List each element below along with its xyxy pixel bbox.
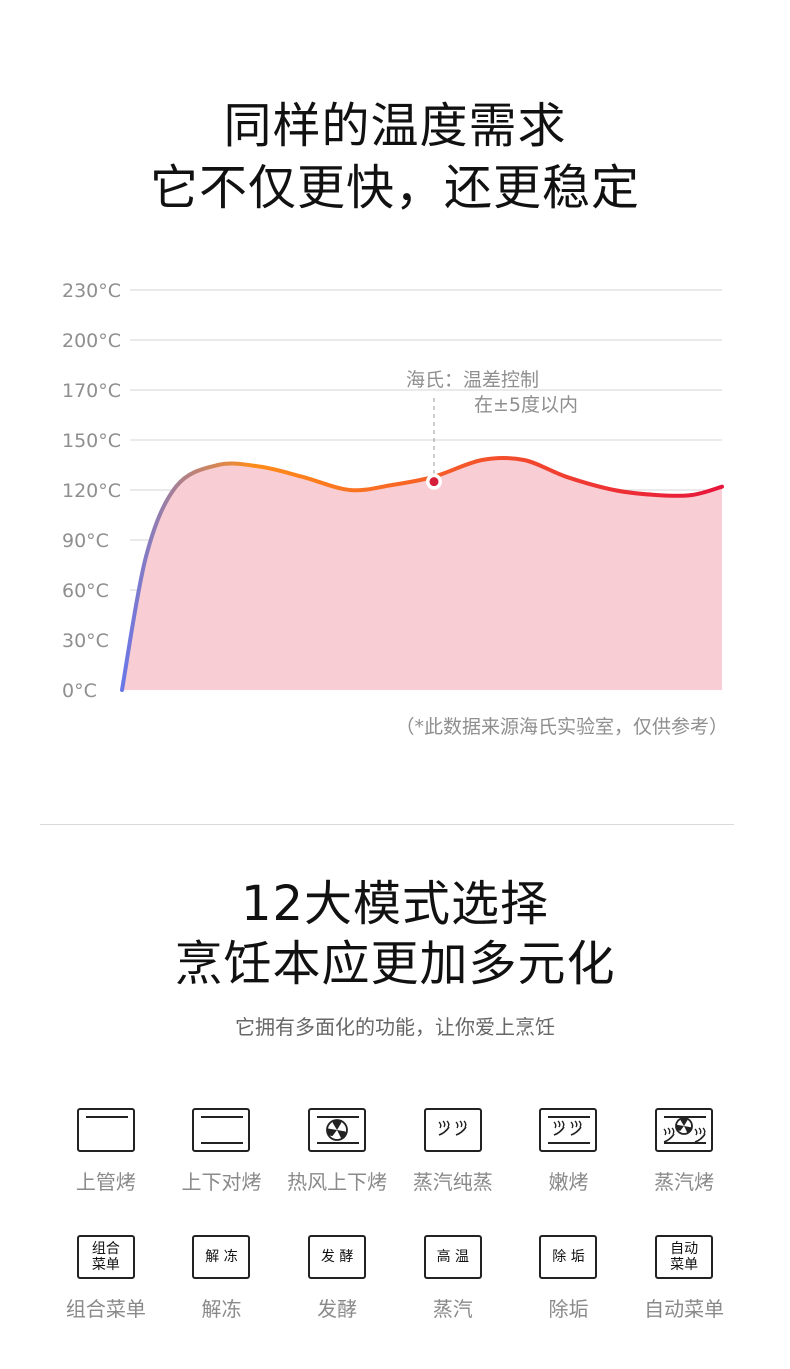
mode-icon-text: 组合 菜单	[91, 1241, 120, 1273]
y-tick-label: 30°C	[62, 630, 109, 652]
auto-menu-icon: 自动 菜单	[655, 1235, 714, 1279]
top-bottom-heat-icon	[192, 1108, 251, 1152]
mode-label: 蒸汽纯蒸	[412, 1170, 493, 1194]
descale-icon: 除 垢	[539, 1235, 598, 1279]
fan-heat-icon	[308, 1108, 367, 1152]
steam-icon	[423, 1108, 482, 1152]
mode-label: 除垢	[548, 1297, 589, 1321]
y-tick-label: 200°C	[62, 330, 121, 352]
mode-item: 蒸汽烤	[626, 1108, 742, 1195]
mode-item: 解 冻解冻	[164, 1235, 280, 1322]
mode-label: 蒸汽	[432, 1297, 473, 1321]
chart-source-note: （*此数据来源海氏实验室，仅供参考）	[395, 716, 728, 738]
mode-label: 热风上下烤	[287, 1170, 388, 1194]
y-tick-label: 230°C	[62, 280, 121, 302]
top-heat-icon	[76, 1108, 135, 1152]
mode-label: 自动菜单	[644, 1297, 725, 1321]
mode-label: 解冻	[201, 1297, 242, 1321]
steam-fan-icon	[655, 1108, 714, 1152]
mode-label: 嫩烤	[548, 1170, 589, 1194]
headline-modes-line1: 12大模式选择	[240, 876, 550, 932]
headline-stability-line2: 它不仅更快，还更稳定	[149, 160, 640, 216]
section-divider	[40, 824, 734, 825]
mode-item: 发 酵发酵	[279, 1235, 395, 1322]
ferment-icon: 发 酵	[308, 1235, 367, 1279]
temperature-curve-line	[120, 455, 724, 692]
cooking-modes-grid: 上管烤 上下对烤 热风上下烤 蒸汽纯蒸 嫩烤 蒸汽烤 组合 菜单 组合菜单解 冻解冻发 酵发酵…	[48, 1108, 742, 1322]
mode-label: 上下对烤	[181, 1170, 262, 1194]
mode-label: 蒸汽烤	[654, 1170, 715, 1194]
annotation-text-line2: 在±5度以内	[474, 394, 578, 416]
mode-item: 蒸汽纯蒸	[395, 1108, 511, 1195]
mode-icon-text: 解 冻	[205, 1249, 238, 1265]
y-tick-label: 0°C	[62, 680, 97, 702]
mode-item: 上管烤	[48, 1108, 164, 1195]
headline-modes-line2: 烹饪本应更加多元化	[174, 936, 616, 992]
y-tick-label: 150°C	[62, 430, 121, 452]
combo-menu-icon: 组合 菜单	[76, 1235, 135, 1279]
steam-only-icon: 高 温	[423, 1235, 482, 1279]
annotation-marker	[429, 477, 439, 487]
temperature-area	[122, 457, 722, 690]
y-tick-label: 120°C	[62, 480, 121, 502]
mode-icon-text: 高 温	[436, 1249, 470, 1265]
mode-item: 高 温蒸汽	[395, 1235, 511, 1322]
y-tick-label: 60°C	[62, 580, 109, 602]
mode-label: 组合菜单	[65, 1297, 146, 1321]
tender-roast-icon	[539, 1108, 598, 1152]
mode-item: 热风上下烤	[279, 1108, 395, 1195]
annotation-text-line1: 海氏：温差控制	[406, 369, 539, 391]
mode-item: 自动 菜单 自动菜单	[626, 1235, 742, 1322]
modes-subtitle: 它拥有多面化的功能，让你爱上烹饪	[235, 1015, 555, 1039]
temperature-chart: 0°C 30°C 60°C 90°C 120°C 150°C 170°C 200°C 230°C…	[62, 280, 724, 702]
headline-stability-line1: 同样的温度需求	[223, 98, 567, 154]
mode-icon-text: 自动 菜单	[670, 1241, 699, 1273]
mode-item: 除 垢除垢	[511, 1235, 627, 1322]
y-tick-label: 170°C	[62, 380, 121, 402]
mode-icon-text: 除 垢	[552, 1249, 585, 1265]
mode-label: 发酵	[317, 1297, 358, 1321]
mode-item: 组合 菜单 组合菜单	[48, 1235, 164, 1322]
defrost-icon: 解 冻	[192, 1235, 251, 1279]
mode-icon-text: 发 酵	[320, 1249, 354, 1265]
y-tick-label: 90°C	[62, 530, 109, 552]
mode-item: 上下对烤	[164, 1108, 280, 1195]
mode-item: 嫩烤	[511, 1108, 627, 1195]
mode-label: 上管烤	[75, 1170, 136, 1194]
